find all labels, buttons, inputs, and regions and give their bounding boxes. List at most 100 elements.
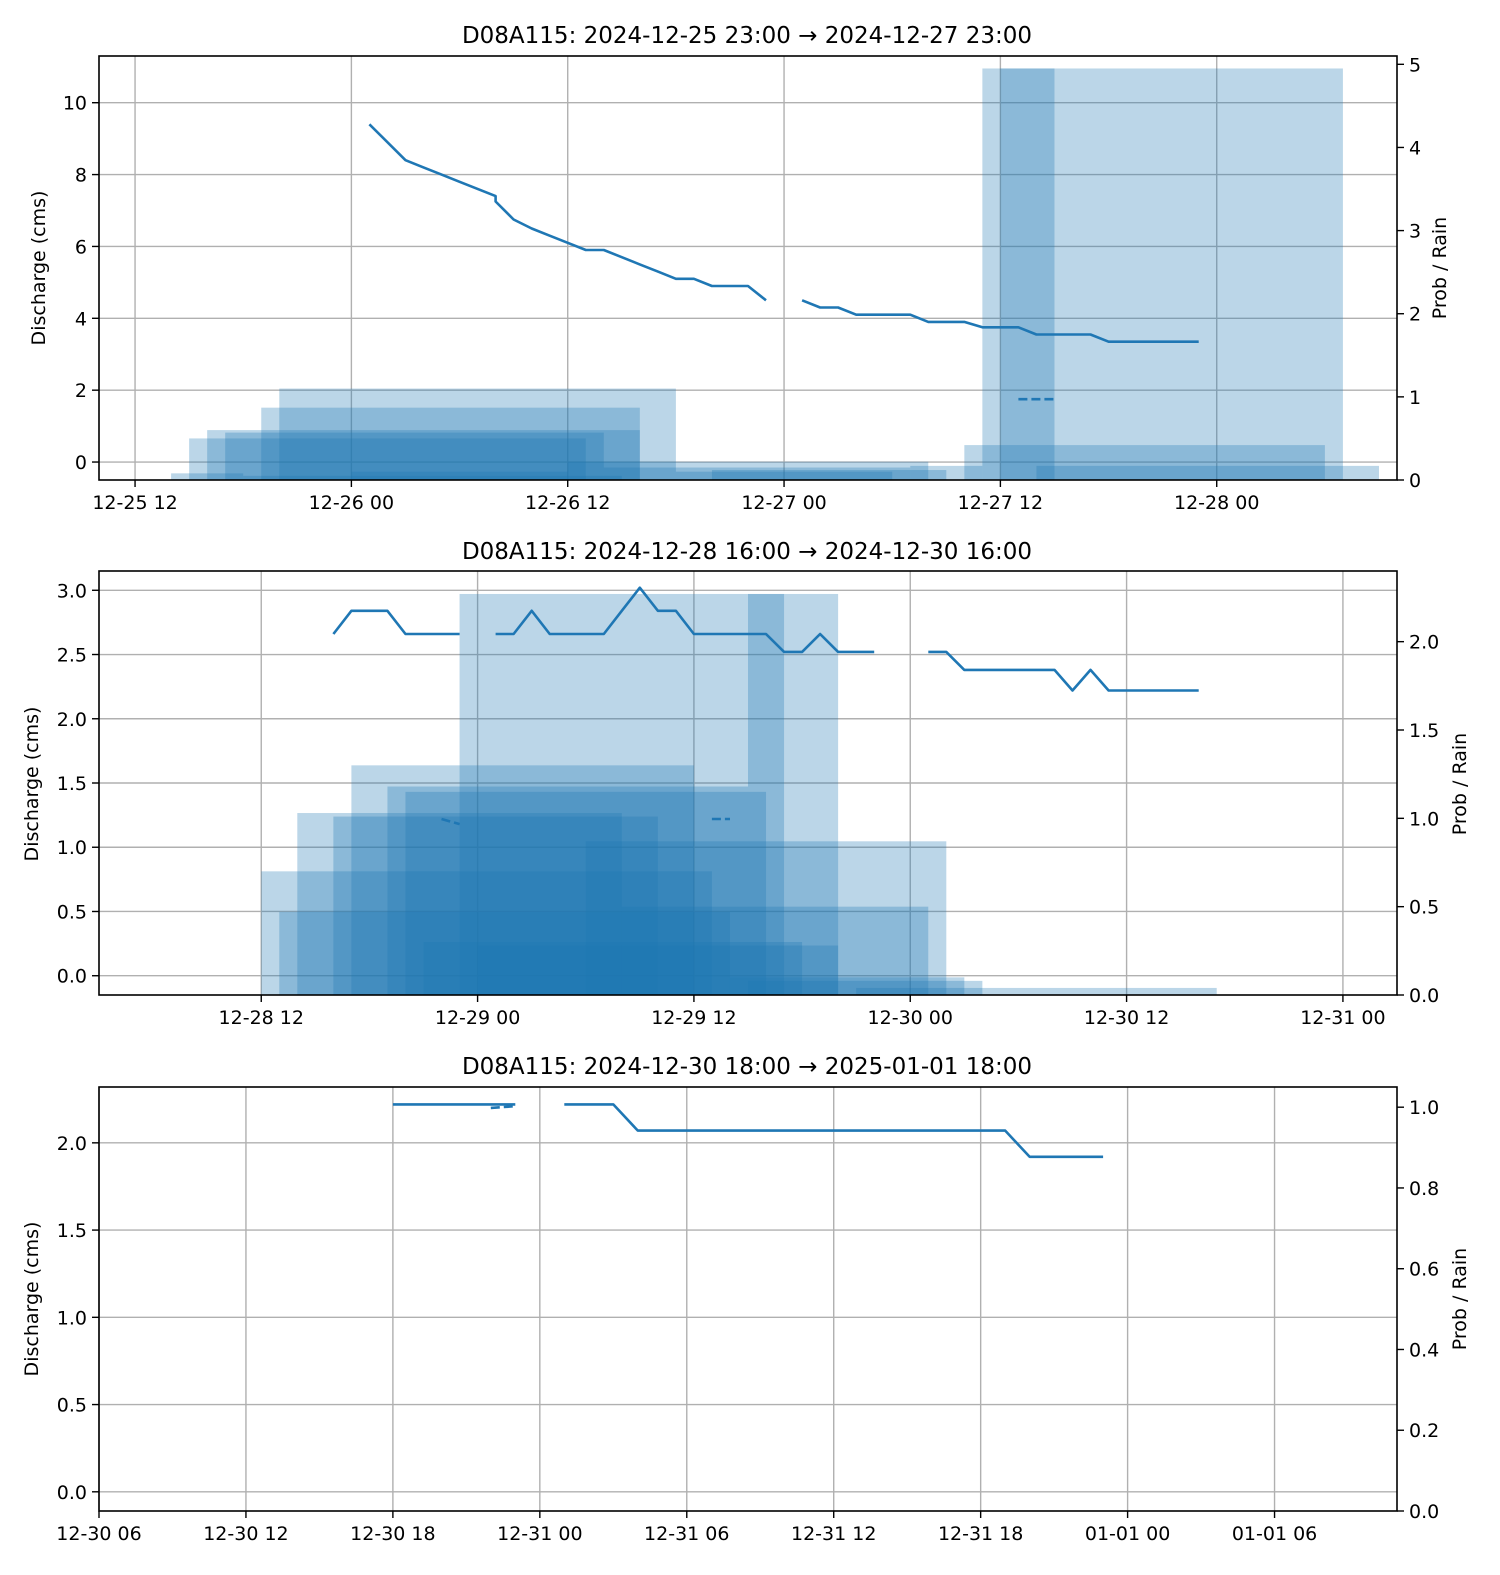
rain-bar [729,977,965,995]
chart-title: D08A115: 2024-12-30 18:00 → 2025-01-01 1… [462,1054,1032,1080]
discharge-line [332,609,460,636]
y-tick-label: 10 [63,93,87,115]
y2-tick-label: 5 [1409,54,1421,76]
rain-bar [243,475,622,480]
rain-bar [189,438,586,480]
x-tick-label: 12-25 12 [92,492,177,514]
rain-bar [297,813,622,995]
rain-bar [748,980,983,995]
y-tick-label: 3.0 [57,580,87,602]
y2-tick-label: 4 [1409,137,1421,159]
y-tick-label: 1.5 [57,773,87,795]
y-tick-label: 0.5 [57,901,87,923]
rain-bar [982,68,1055,480]
x-tick-label: 12-28 00 [1174,492,1259,514]
axes-frame [98,55,1398,481]
y-tick-label: 2.0 [57,709,87,731]
y-tick-label: 1.0 [57,837,87,859]
discharge-line [801,299,1199,344]
y2-tick-label: 0.6 [1409,1259,1439,1281]
x-tick-label: 12-30 12 [203,1523,288,1545]
x-tick-label: 12-31 12 [791,1523,876,1545]
y2-tick-label: 3 [1409,221,1421,243]
rain-bar [423,942,803,995]
subplot-1: D08A115: 2024-12-25 23:00 → 2024-12-27 2… [28,23,1451,514]
chart-title: D08A115: 2024-12-25 23:00 → 2024-12-27 2… [462,23,1032,49]
y2-tick-label: 1.5 [1409,720,1439,742]
discharge-line [368,123,767,302]
forecast-line-dashed [441,817,460,826]
axes-frame [98,1086,1398,1512]
y-tick-label: 1.0 [57,1307,87,1329]
subplot-2: D08A115: 2024-12-28 16:00 → 2024-12-30 1… [21,539,1471,1029]
y-tick-label: 8 [75,165,87,187]
rain-bar [964,445,1325,480]
x-tick-label: 12-31 00 [1300,1007,1385,1029]
y2-tick-label: 2 [1409,304,1421,326]
rain-bar [1000,68,1343,480]
y2-tick-label: 0.0 [1409,985,1439,1007]
y-tick-label: 0 [75,452,87,474]
y-axis-label: Discharge (cms) [21,707,43,862]
forecast-line-dashed [490,1104,516,1110]
rain-bar [1036,465,1379,480]
x-tick-label: 12-27 00 [741,492,826,514]
rain-bar [207,430,640,480]
x-tick-label: 12-26 00 [309,492,394,514]
rain-bar [748,593,839,995]
rain-bar [261,871,712,995]
y-tick-label: 1.5 [57,1220,87,1242]
y2-tick-label: 2.0 [1409,632,1439,654]
y2-axis-label: Prob / Rain [1449,733,1471,835]
plot-area [261,586,1217,995]
rain-bar [711,470,947,480]
x-tick-label: 01-01 00 [1085,1523,1170,1545]
y2-tick-label: 0.4 [1409,1339,1439,1361]
y2-tick-label: 0.8 [1409,1178,1439,1200]
y-tick-label: 2.5 [57,645,87,667]
y2-tick-label: 0.5 [1409,897,1439,919]
y-axis-label: Discharge (cms) [28,191,50,346]
y2-tick-label: 1.0 [1409,1097,1439,1119]
plot-area [171,68,1379,480]
y2-axis-label: Prob / Rain [1449,1248,1471,1350]
y-axis-label: Discharge (cms) [21,1222,43,1377]
y2-tick-label: 1 [1409,387,1421,409]
discharge-line [495,586,875,654]
rain-bar [567,461,929,480]
y-tick-label: 2.0 [57,1133,87,1155]
y2-tick-label: 0.0 [1409,1501,1439,1523]
subplot-3: D08A115: 2024-12-30 18:00 → 2025-01-01 1… [21,1054,1471,1545]
x-tick-label: 12-30 18 [350,1523,435,1545]
y-tick-label: 0.0 [57,1482,87,1504]
rain-bar [856,987,1217,995]
y-tick-label: 0.5 [57,1395,87,1417]
rain-bar [279,911,730,995]
x-tick-label: 12-31 06 [644,1523,729,1545]
plot-area [392,1103,1104,1159]
y-tick-label: 4 [75,308,87,330]
rain-bar [603,467,911,480]
rain-bar [477,945,839,995]
x-tick-label: 12-27 12 [958,492,1043,514]
rain-bar [351,765,694,995]
x-tick-label: 12-29 00 [435,1007,520,1029]
rain-bar [351,471,568,480]
y-tick-label: 6 [75,236,87,258]
rain-bar [459,593,785,995]
rain-bar [261,407,640,480]
rain-bar [333,816,658,995]
x-tick-label: 12-30 00 [868,1007,953,1029]
x-tick-label: 01-01 06 [1232,1523,1317,1545]
y2-tick-label: 0.2 [1409,1420,1439,1442]
y-tick-label: 0.0 [57,966,87,988]
x-tick-label: 12-30 06 [56,1523,141,1545]
x-tick-label: 12-31 00 [497,1523,582,1545]
rain-bar [621,906,929,995]
rain-bar [910,465,983,480]
rain-bar [585,841,947,995]
x-tick-label: 12-29 12 [651,1007,736,1029]
rain-bar [171,473,244,480]
y2-tick-label: 1.0 [1409,808,1439,830]
